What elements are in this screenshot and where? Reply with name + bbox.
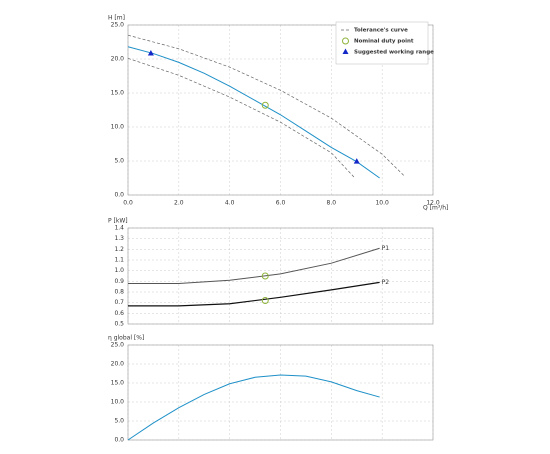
legend-swatch bbox=[342, 37, 349, 45]
y-tick-label: 1.3 bbox=[114, 235, 124, 242]
x-tick-label: 12.0 bbox=[426, 200, 440, 207]
legend-label: Nominal duty point bbox=[354, 39, 414, 45]
legend-label: Suggested working range bbox=[354, 50, 434, 56]
plot-frame bbox=[127, 344, 434, 441]
series-line bbox=[128, 281, 380, 307]
y-tick-label: 25.0 bbox=[111, 342, 125, 349]
series-label: P2 bbox=[382, 279, 390, 286]
plot-frame bbox=[127, 227, 434, 325]
y-tick-label: 5.0 bbox=[114, 418, 124, 425]
legend-box bbox=[335, 21, 429, 65]
x-axis-label: Q [m³/h] bbox=[423, 205, 448, 212]
legend-swatch bbox=[342, 48, 349, 54]
y-tick-label: 1.0 bbox=[114, 267, 124, 274]
x-tick-label: 10.0 bbox=[375, 200, 389, 207]
x-tick-label: 6.0 bbox=[276, 200, 286, 207]
duty-point bbox=[261, 297, 269, 305]
y-tick-label: 5.0 bbox=[114, 158, 124, 165]
y-tick-label: 15.0 bbox=[111, 90, 125, 97]
y-tick-label: 0.0 bbox=[114, 437, 124, 444]
y-tick-label: 0.7 bbox=[114, 299, 124, 306]
y-tick-label: 20.0 bbox=[111, 361, 125, 368]
x-tick-label: 2.0 bbox=[174, 200, 184, 207]
range-marker bbox=[353, 158, 360, 164]
y-axis-label: P [kW] bbox=[108, 218, 128, 225]
y-tick-label: 25.0 bbox=[111, 22, 125, 29]
duty-point bbox=[261, 101, 269, 109]
y-tick-label: 0.8 bbox=[114, 289, 124, 296]
x-tick-label: 0.0 bbox=[123, 200, 133, 207]
series-line bbox=[127, 34, 406, 177]
y-tick-label: 0.0 bbox=[114, 192, 124, 199]
range-marker bbox=[147, 50, 154, 56]
duty-point bbox=[261, 272, 269, 280]
y-tick-label: 10.0 bbox=[111, 399, 125, 406]
series-label: P1 bbox=[382, 245, 390, 252]
y-tick-label: 1.2 bbox=[114, 246, 124, 253]
y-tick-label: 15.0 bbox=[111, 380, 125, 387]
plot-frame bbox=[127, 24, 434, 196]
y-tick-label: 0.6 bbox=[114, 310, 124, 317]
y-tick-label: 1.4 bbox=[114, 225, 124, 232]
y-tick-label: 0.5 bbox=[114, 321, 124, 328]
y-axis-label: η global [%] bbox=[108, 335, 144, 342]
y-tick-label: 10.0 bbox=[111, 124, 125, 131]
series-line bbox=[127, 374, 380, 441]
x-tick-label: 4.0 bbox=[225, 200, 235, 207]
x-tick-label: 8.0 bbox=[327, 200, 337, 207]
y-axis-label: H [m] bbox=[108, 15, 125, 22]
series-line bbox=[128, 247, 380, 284]
series-line bbox=[127, 57, 355, 178]
legend-label: Tolerance's curve bbox=[354, 28, 408, 34]
y-tick-label: 0.9 bbox=[114, 278, 124, 285]
series-line bbox=[127, 46, 380, 179]
y-tick-label: 20.0 bbox=[111, 56, 125, 63]
y-tick-label: 1.1 bbox=[114, 257, 124, 264]
